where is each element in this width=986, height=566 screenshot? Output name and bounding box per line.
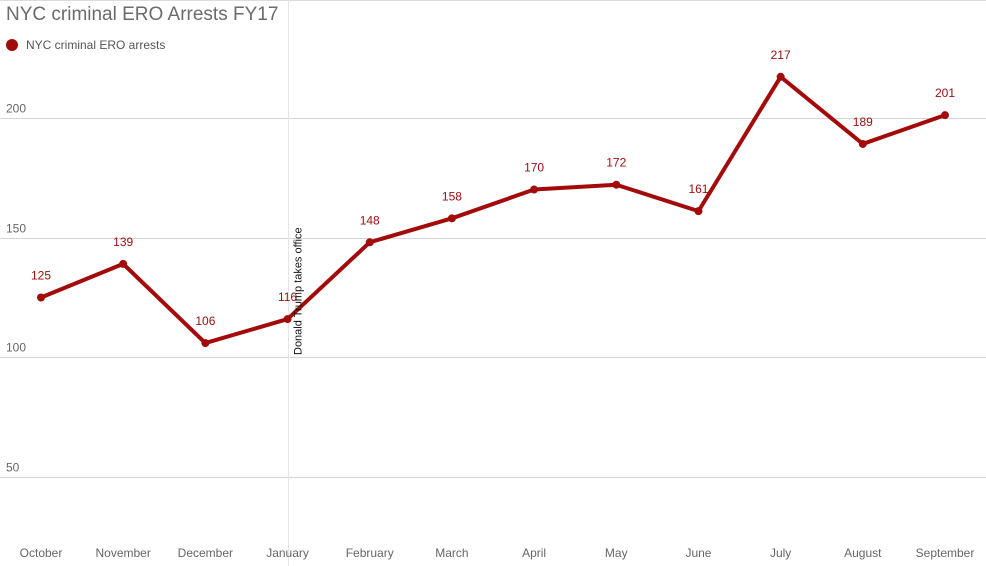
legend: NYC criminal ERO arrests	[6, 38, 165, 52]
data-label: 158	[442, 189, 462, 203]
x-tick-label: January	[266, 546, 309, 560]
data-label: 139	[113, 235, 133, 249]
y-tick-label: 100	[6, 341, 26, 355]
data-point	[694, 207, 703, 216]
y-tick-label: 150	[6, 222, 26, 236]
x-tick-label: July	[770, 546, 791, 560]
legend-swatch	[6, 39, 18, 51]
data-label: 217	[771, 48, 791, 62]
x-tick-label: November	[96, 546, 151, 560]
data-label: 148	[360, 213, 380, 227]
series-line	[39, 74, 947, 346]
x-tick-label: October	[20, 546, 63, 560]
x-tick-label: September	[916, 546, 975, 560]
chart-title: NYC criminal ERO Arrests FY17	[6, 4, 279, 25]
annotation-label: Donald Trump takes office	[293, 227, 305, 355]
data-point	[365, 238, 374, 247]
data-label: 170	[524, 161, 544, 175]
data-point	[119, 259, 128, 268]
data-point	[447, 214, 456, 223]
x-tick-label: May	[605, 546, 628, 560]
x-tick-label: April	[522, 546, 546, 560]
legend-label: NYC criminal ERO arrests	[26, 38, 166, 52]
x-tick-label: August	[844, 546, 882, 560]
data-point	[776, 72, 785, 81]
data-label: 189	[853, 115, 873, 129]
x-tick-label: June	[685, 546, 711, 560]
data-point	[37, 293, 45, 302]
data-label: 116	[278, 290, 297, 304]
data-point	[530, 185, 539, 194]
data-point	[283, 315, 292, 324]
data-label: 125	[31, 268, 51, 282]
y-tick-label: 200	[6, 102, 26, 116]
data-label: 201	[935, 86, 955, 100]
data-label: 161	[688, 182, 708, 196]
x-tick-label: March	[435, 546, 468, 560]
data-point	[941, 111, 949, 120]
data-point	[612, 180, 621, 189]
data-point	[201, 339, 210, 348]
data-label: 106	[195, 314, 215, 328]
x-tick-label: February	[346, 546, 394, 560]
data-point	[858, 139, 867, 148]
data-label: 172	[606, 156, 626, 170]
x-tick-label: December	[178, 546, 233, 560]
y-tick-label: 50	[6, 461, 20, 475]
